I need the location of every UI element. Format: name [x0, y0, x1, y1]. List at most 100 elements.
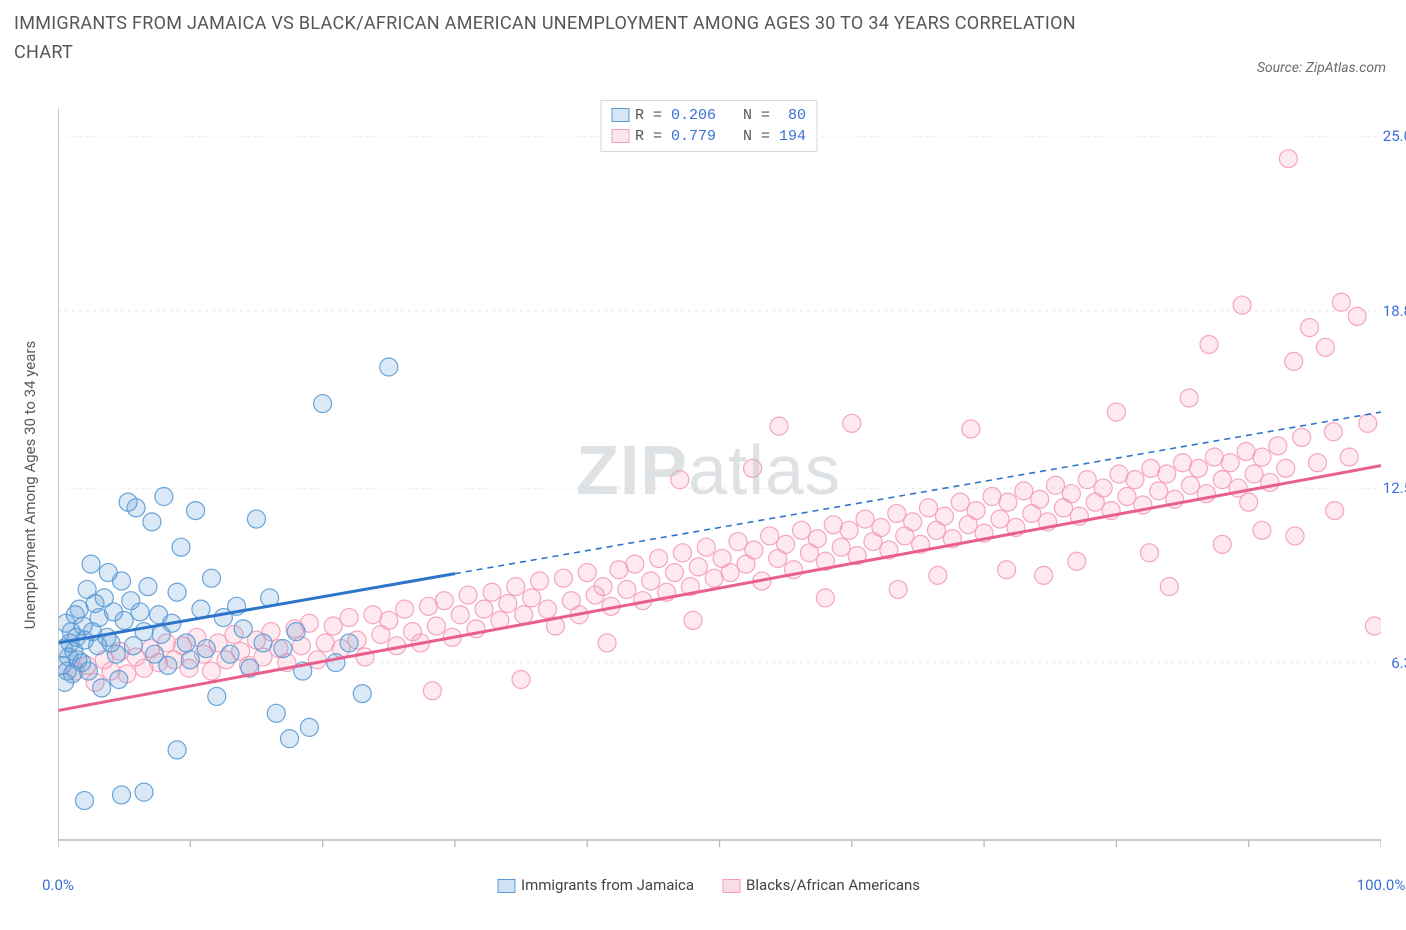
legend-item: Blacks/African Americans	[722, 876, 920, 894]
data-point	[155, 488, 173, 506]
x-tick-label: 100.0%	[1357, 876, 1406, 894]
y-axis-label: Unemployment Among Ages 30 to 34 years	[21, 341, 39, 629]
data-point	[143, 513, 161, 531]
data-point	[999, 493, 1017, 511]
data-point	[1269, 437, 1287, 455]
data-point	[1279, 150, 1297, 168]
data-point	[475, 600, 493, 618]
data-point	[1285, 352, 1303, 370]
data-point	[770, 417, 788, 435]
data-point	[314, 395, 332, 413]
data-point	[483, 583, 501, 601]
data-point	[1359, 414, 1377, 432]
data-point	[673, 544, 691, 562]
data-point	[79, 662, 97, 680]
data-point	[666, 564, 684, 582]
data-point	[523, 589, 541, 607]
data-point	[1189, 459, 1207, 477]
data-point	[1213, 471, 1231, 489]
data-point	[1126, 471, 1144, 489]
data-point	[832, 538, 850, 556]
data-point	[107, 645, 125, 663]
scatter-plot	[58, 100, 1381, 870]
data-point	[127, 499, 145, 517]
plot-area: Unemployment Among Ages 30 to 34 years Z…	[36, 100, 1381, 870]
data-point	[340, 634, 358, 652]
data-point	[1365, 617, 1381, 635]
data-point	[761, 527, 779, 545]
data-point	[1031, 490, 1049, 508]
data-point	[181, 651, 199, 669]
data-point	[929, 566, 947, 584]
data-point	[539, 600, 557, 618]
data-point	[324, 617, 342, 635]
data-point	[1286, 527, 1304, 545]
data-point	[168, 741, 186, 759]
data-point	[793, 521, 811, 539]
data-point	[998, 561, 1016, 579]
data-point	[1348, 307, 1366, 325]
data-point	[531, 572, 549, 590]
data-point	[729, 533, 747, 551]
y-tick-label: 6.3%	[1391, 654, 1406, 672]
data-point	[1240, 493, 1258, 511]
data-point	[1340, 448, 1358, 466]
data-point	[267, 704, 285, 722]
data-point	[1078, 471, 1096, 489]
data-point	[327, 654, 345, 672]
data-point	[515, 606, 533, 624]
data-point	[671, 471, 689, 489]
data-point	[904, 513, 922, 531]
data-point	[1213, 535, 1231, 553]
data-point	[991, 510, 1009, 528]
data-point	[159, 656, 177, 674]
data-point	[1233, 296, 1251, 314]
y-tick-label: 25.0%	[1383, 127, 1406, 145]
data-point	[1180, 389, 1198, 407]
correlation-legend: R = 0.206 N = 80R = 0.779 N = 194	[600, 100, 817, 152]
data-point	[1158, 465, 1176, 483]
data-point	[340, 609, 358, 627]
data-point	[1316, 338, 1334, 356]
data-point	[1324, 423, 1342, 441]
data-point	[168, 583, 186, 601]
data-point	[626, 555, 644, 573]
legend-row: R = 0.779 N = 194	[611, 126, 806, 147]
data-point	[1181, 476, 1199, 494]
data-point	[1068, 552, 1086, 570]
data-point	[1107, 403, 1125, 421]
series-legend: Immigrants from Jamaica Blacks/African Am…	[497, 876, 920, 894]
data-point	[840, 521, 858, 539]
data-point	[423, 682, 441, 700]
data-point	[1332, 293, 1350, 311]
data-point	[745, 541, 763, 559]
data-point	[1221, 454, 1239, 472]
data-point	[1140, 544, 1158, 562]
data-point	[598, 634, 616, 652]
data-point	[1200, 335, 1218, 353]
data-point	[451, 606, 469, 624]
data-point	[459, 586, 477, 604]
y-tick-label: 12.5%	[1383, 479, 1406, 497]
data-point	[951, 493, 969, 511]
legend-item: Immigrants from Jamaica	[497, 876, 694, 894]
data-point	[697, 538, 715, 556]
data-point	[113, 786, 131, 804]
data-point	[281, 730, 299, 748]
data-point	[110, 671, 128, 689]
data-point	[380, 611, 398, 629]
data-point	[1326, 502, 1344, 520]
data-point	[920, 499, 938, 517]
data-point	[554, 569, 572, 587]
data-point	[356, 648, 374, 666]
data-point	[247, 510, 265, 528]
data-point	[967, 502, 985, 520]
data-point	[202, 569, 220, 587]
data-point	[1301, 319, 1319, 337]
data-point	[113, 572, 131, 590]
data-point	[435, 592, 453, 610]
data-point	[1160, 578, 1178, 596]
data-point	[594, 578, 612, 596]
data-point	[872, 518, 890, 536]
data-point	[287, 623, 305, 641]
